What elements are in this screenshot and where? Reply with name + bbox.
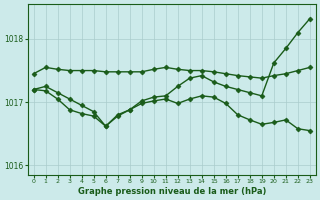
X-axis label: Graphe pression niveau de la mer (hPa): Graphe pression niveau de la mer (hPa): [77, 187, 266, 196]
